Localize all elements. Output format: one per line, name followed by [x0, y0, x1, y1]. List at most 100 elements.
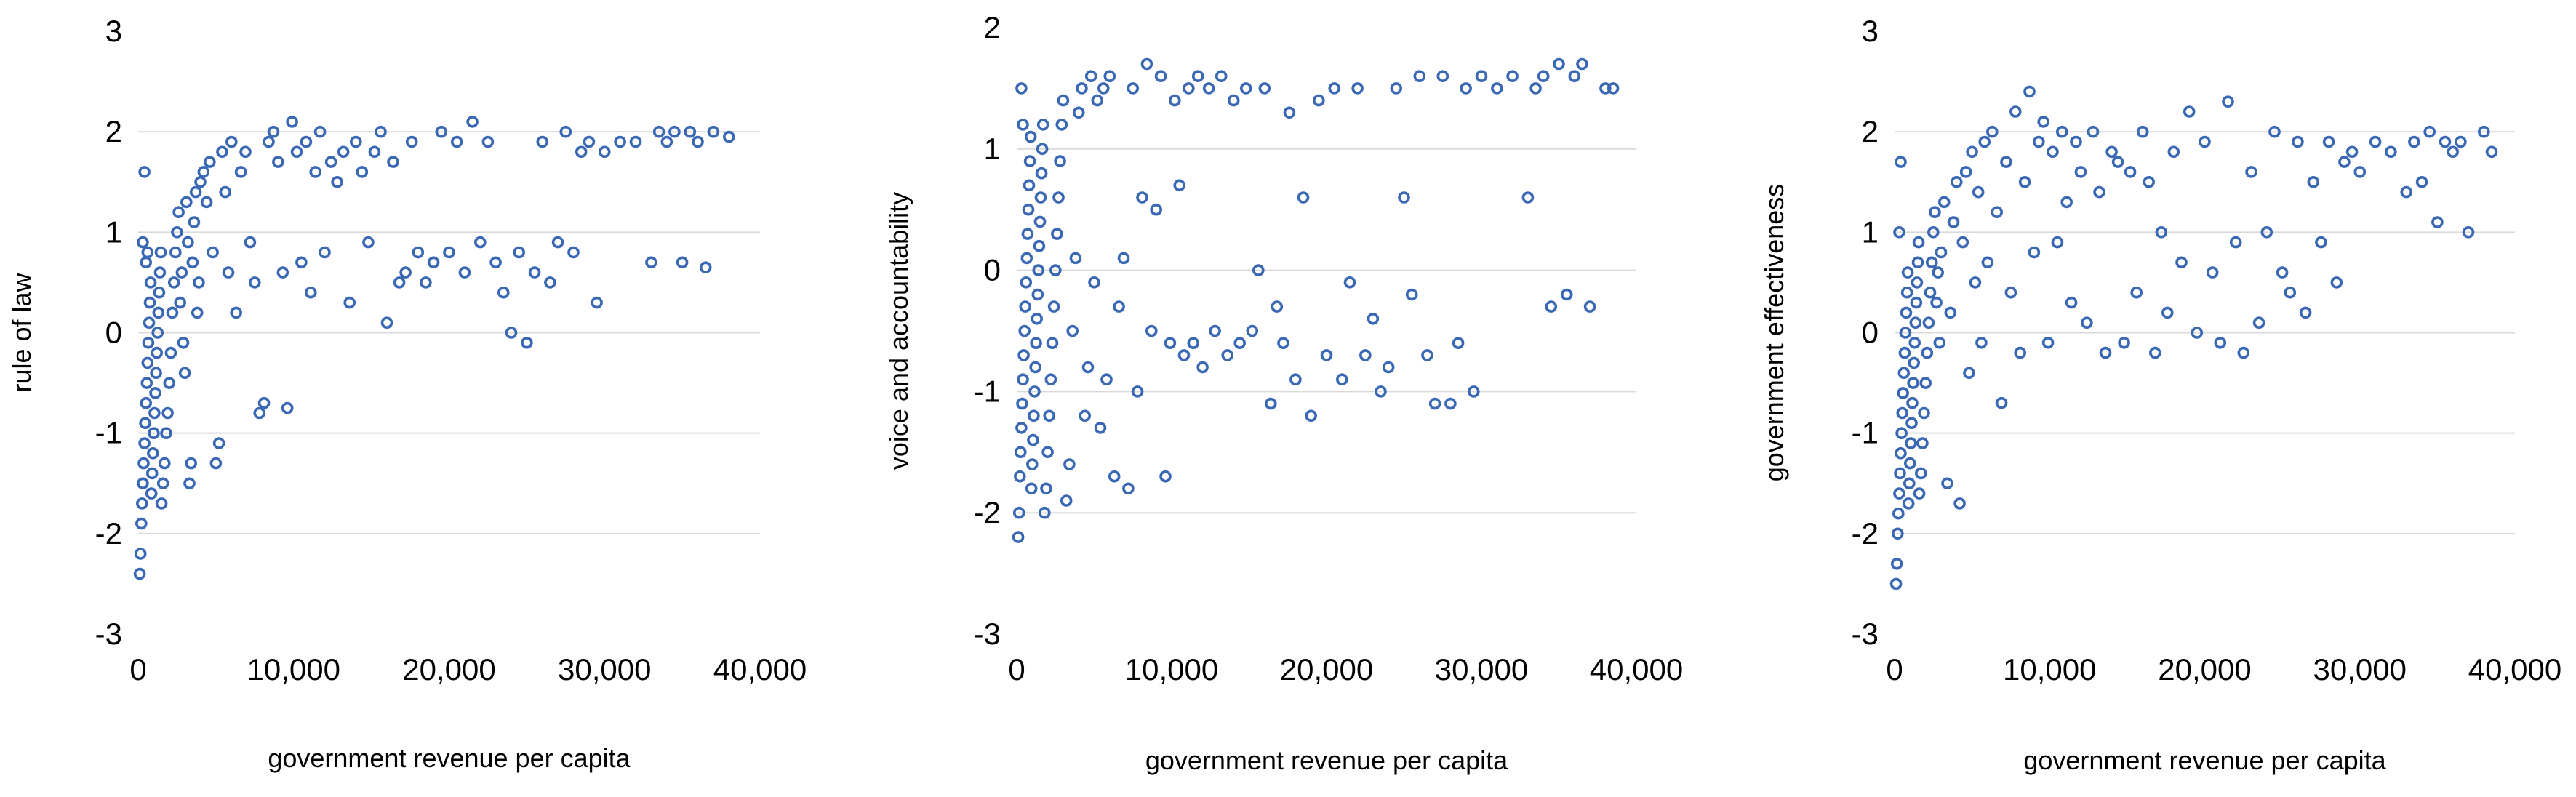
data-point — [1932, 266, 1944, 279]
data-point — [300, 135, 313, 148]
data-point — [1036, 143, 1049, 156]
y-tick-label: -3 — [95, 617, 122, 651]
data-point — [1905, 437, 1917, 449]
data-point — [167, 276, 180, 289]
data-point — [1966, 145, 1978, 159]
data-point — [290, 145, 303, 159]
data-point — [155, 497, 168, 510]
data-point — [1063, 458, 1076, 470]
data-point — [1047, 300, 1060, 313]
data-point — [2051, 236, 2064, 249]
data-point — [1033, 239, 1046, 252]
data-point — [1029, 361, 1041, 374]
y-axis-label: voice and accountability — [884, 192, 913, 470]
data-point — [1012, 506, 1025, 519]
data-point — [1016, 397, 1028, 410]
data-point — [234, 166, 247, 178]
data-point — [1959, 166, 1972, 178]
y-tick-label: -3 — [974, 617, 1001, 651]
data-point — [660, 135, 673, 148]
data-point — [1046, 337, 1059, 350]
data-point — [2099, 346, 2112, 359]
data-point — [1893, 487, 1905, 500]
data-point — [304, 286, 317, 299]
data-point — [1054, 155, 1066, 167]
data-point — [1892, 527, 1904, 540]
data-point — [1020, 252, 1033, 265]
data-point — [1154, 70, 1167, 82]
data-point — [2130, 286, 2143, 299]
data-point — [2047, 145, 2059, 159]
data-point — [380, 316, 393, 329]
data-point — [2070, 135, 2082, 148]
data-point — [1246, 324, 1259, 337]
data-point — [536, 135, 549, 148]
data-point — [1894, 467, 1906, 480]
data-point — [1031, 312, 1043, 325]
data-point — [1297, 191, 1310, 204]
data-point — [450, 135, 463, 148]
data-point — [1113, 300, 1125, 313]
data-point — [575, 145, 588, 159]
data-point — [1583, 300, 1596, 313]
data-point — [1271, 300, 1284, 313]
x-tick-label: 20,000 — [1280, 652, 1373, 686]
data-point — [153, 266, 167, 279]
data-point — [629, 135, 642, 148]
data-point — [598, 145, 611, 159]
data-point — [1904, 457, 1916, 470]
data-point — [443, 246, 455, 259]
data-point — [1022, 203, 1035, 216]
data-point — [2478, 125, 2490, 138]
y-tick-label: -2 — [974, 495, 1001, 529]
x-tick-label: 10,000 — [1125, 652, 1218, 686]
data-point — [1937, 196, 1951, 209]
data-point — [1359, 349, 1372, 361]
data-point — [1239, 82, 1252, 95]
data-point — [163, 377, 176, 389]
data-point — [1978, 135, 1991, 148]
data-point — [1905, 417, 1918, 430]
data-point — [356, 166, 369, 178]
data-point — [1019, 300, 1031, 313]
data-point — [197, 166, 210, 178]
y-tick-label: 1 — [105, 215, 122, 249]
data-point — [1413, 70, 1426, 82]
data-point — [1191, 70, 1204, 82]
data-point — [337, 145, 350, 159]
data-point — [473, 236, 487, 249]
data-point — [399, 266, 412, 279]
data-point — [1159, 470, 1172, 483]
data-point — [1912, 236, 1925, 249]
data-point — [1908, 356, 1920, 369]
data-point — [2206, 266, 2219, 279]
data-point — [1103, 70, 1116, 82]
data-point — [191, 306, 204, 319]
data-point — [1916, 437, 1929, 449]
data-point — [1922, 316, 1935, 329]
data-point — [1328, 82, 1340, 95]
data-point — [2400, 185, 2412, 199]
chart-voice-and-accountability: 210-1-2-30 10,000 20,000 30,000 40,000govern… — [884, 10, 1683, 775]
data-point — [2485, 145, 2498, 159]
data-point — [1893, 225, 1905, 239]
data-point — [1947, 216, 1960, 228]
data-point — [2056, 125, 2068, 138]
data-point — [1227, 94, 1240, 107]
data-point — [2423, 125, 2436, 138]
data-point — [1935, 246, 1948, 259]
data-point — [200, 196, 213, 209]
x-tick-label: 10,000 — [2003, 652, 2096, 686]
data-point — [1035, 167, 1048, 180]
data-point — [1972, 185, 1985, 199]
data-point — [1044, 373, 1057, 386]
data-point — [281, 401, 294, 414]
y-tick-label: 2 — [1862, 114, 1879, 148]
data-point — [248, 276, 261, 289]
data-point — [1506, 70, 1519, 82]
data-point — [147, 446, 159, 460]
data-point — [185, 457, 198, 470]
data-point — [676, 256, 689, 269]
